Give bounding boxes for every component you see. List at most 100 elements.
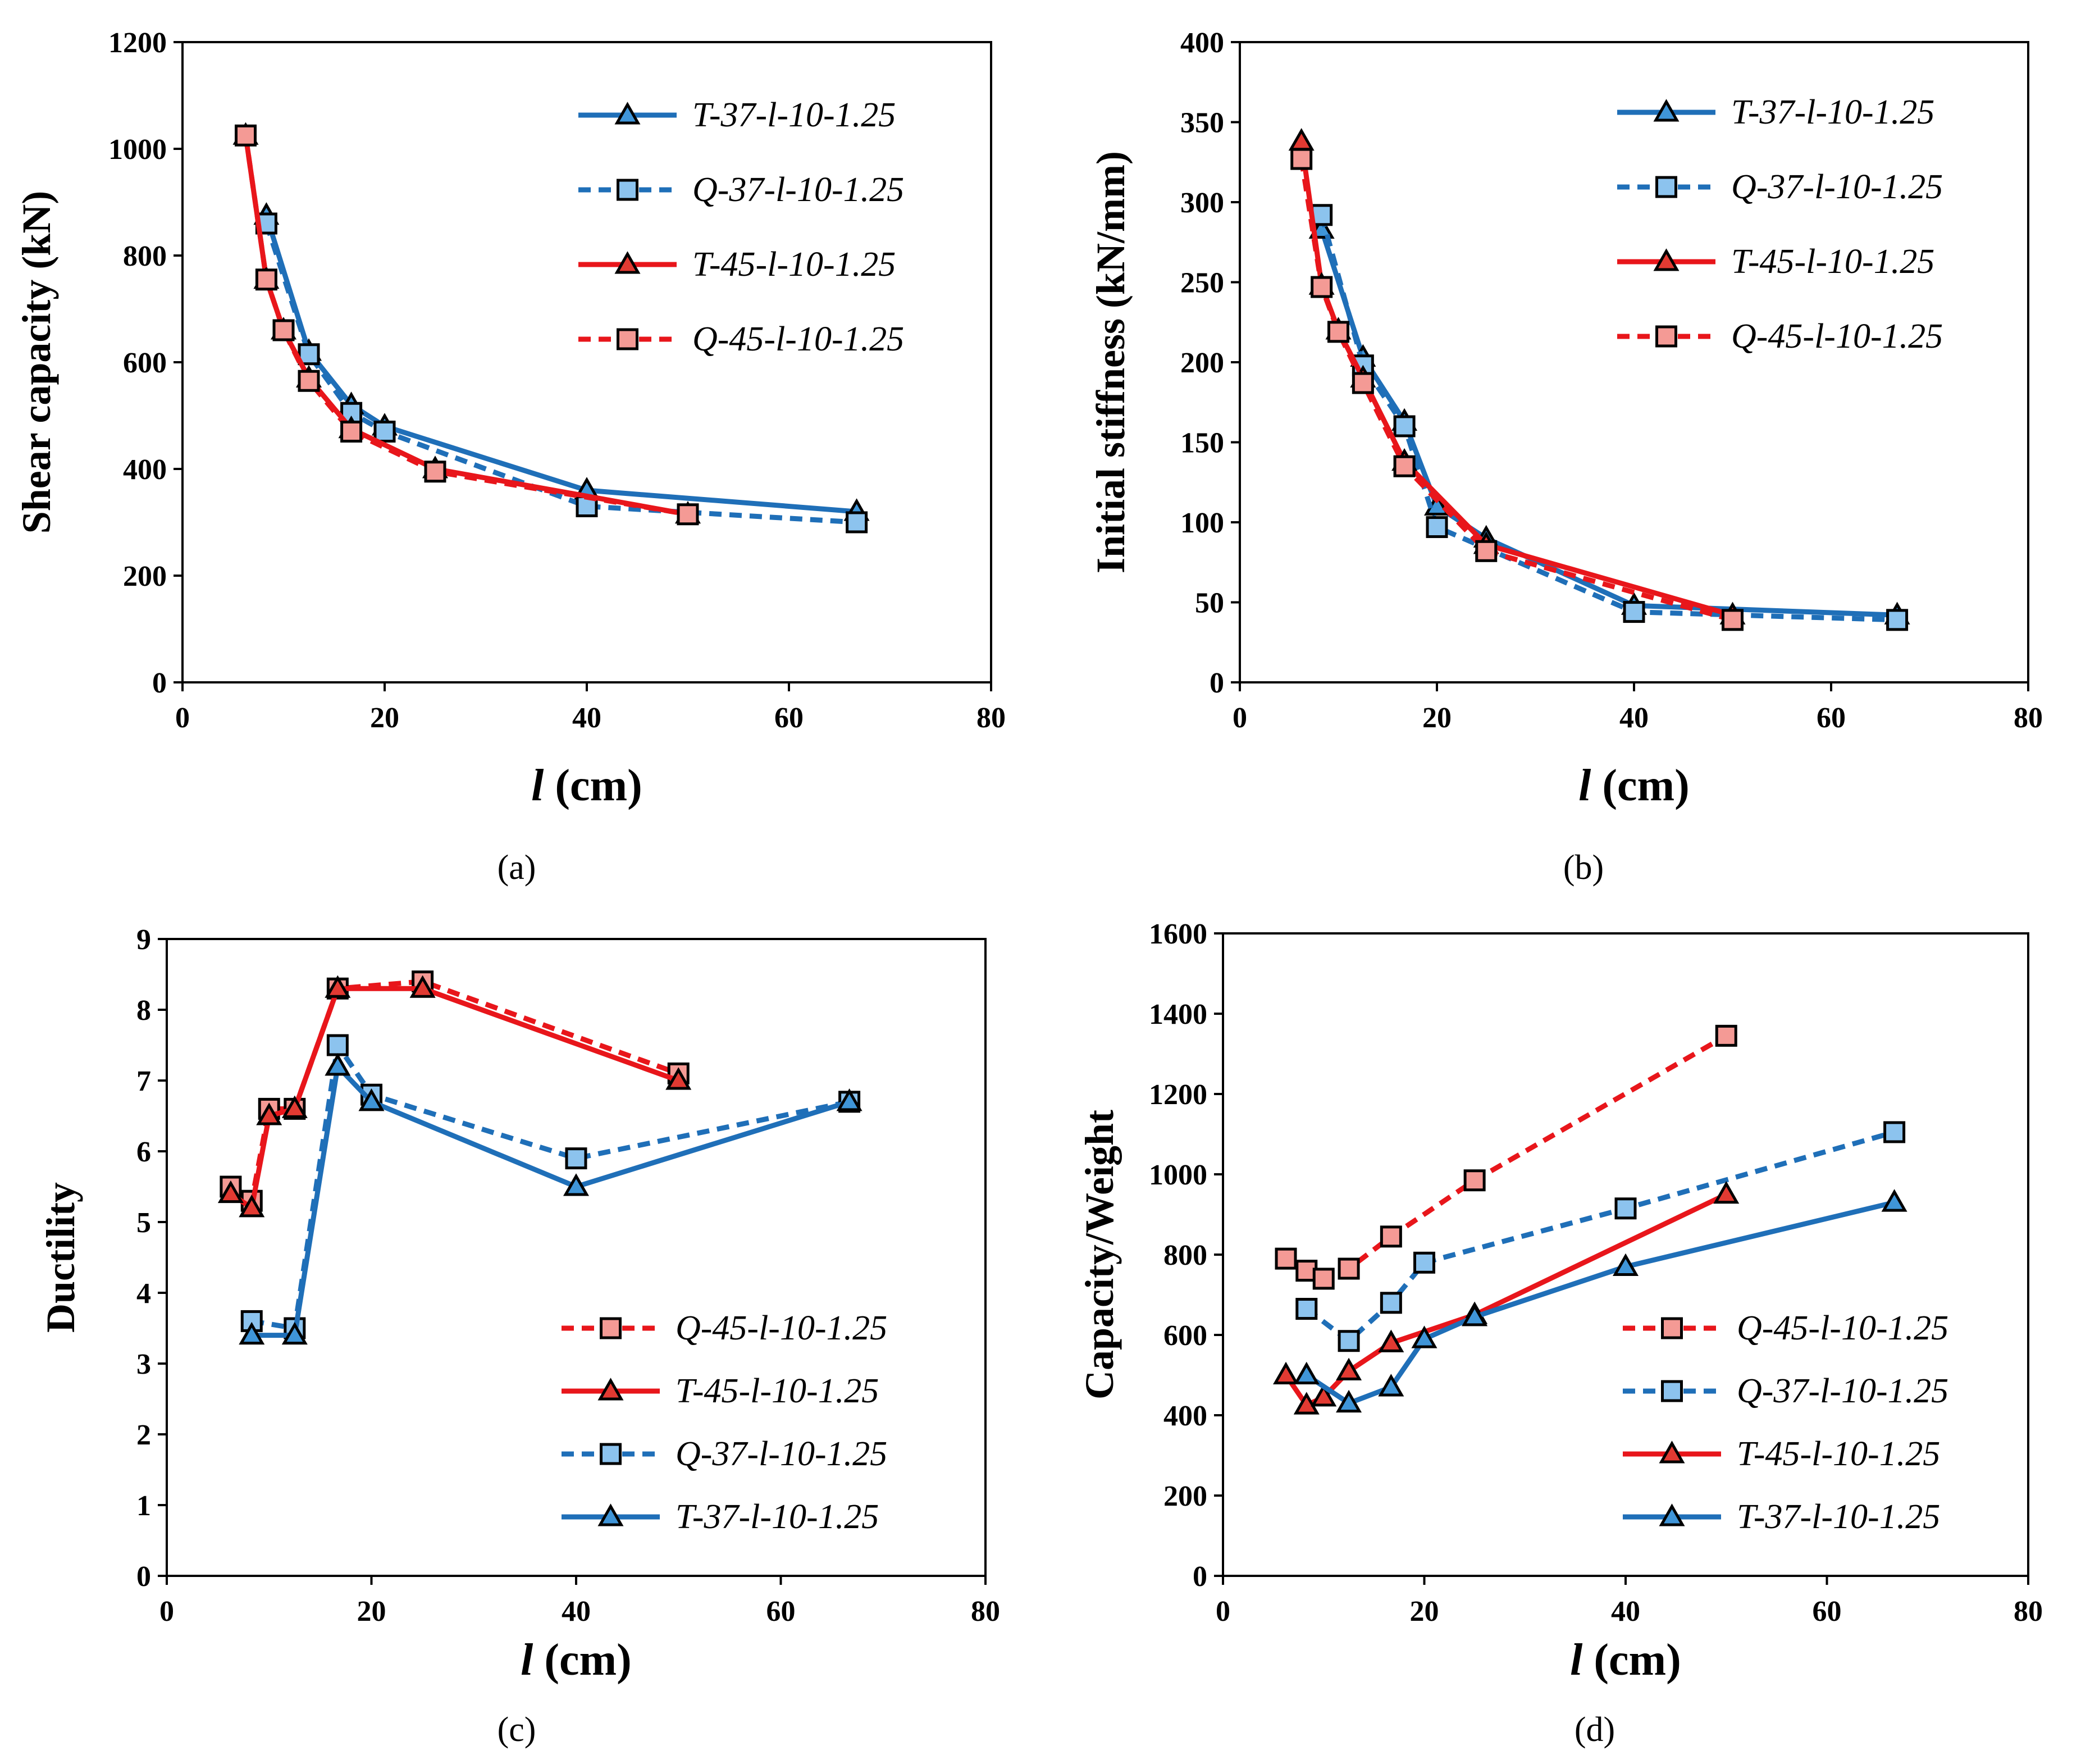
x-tick-label: 0 bbox=[175, 702, 190, 734]
x-axis-label-unit: (cm) bbox=[1582, 1635, 1681, 1685]
series-Q-37-l-10-1.25 bbox=[1295, 1121, 1906, 1352]
data-point-marker bbox=[326, 1034, 349, 1056]
legend-marker-sample bbox=[614, 251, 641, 274]
y-tick-label: 200 bbox=[1163, 1480, 1207, 1512]
data-point-marker bbox=[1352, 372, 1374, 394]
data-point-marker bbox=[1411, 1325, 1437, 1348]
data-point-marker bbox=[325, 975, 351, 998]
y-tick-label: 600 bbox=[1163, 1320, 1207, 1352]
legend-entry-label: Q-37-l-10-1.25 bbox=[692, 171, 904, 209]
y-tick-label: 1400 bbox=[1149, 999, 1207, 1031]
x-tick-label: 60 bbox=[1817, 702, 1846, 734]
data-point-marker bbox=[1295, 1298, 1318, 1320]
data-point-marker bbox=[1380, 1225, 1402, 1248]
series-Q-37-l-10-1.25 bbox=[255, 212, 868, 534]
chart-b: 0 50 100 150 200 250 300 350 400 0 20 40 60 80 Initial… bbox=[1088, 27, 2043, 887]
data-point-marker bbox=[235, 124, 257, 147]
y-tick-label: 2 bbox=[136, 1419, 151, 1451]
legend-marker-sample bbox=[600, 1317, 622, 1339]
y-tick-label: 1000 bbox=[1149, 1159, 1207, 1191]
x-tick-label: 20 bbox=[370, 702, 399, 734]
data-point-marker bbox=[358, 1088, 385, 1111]
data-point-marker bbox=[1623, 601, 1645, 623]
legend-entry-label: T-37-l-10-1.25 bbox=[692, 96, 896, 134]
y-tick-label: 300 bbox=[1180, 187, 1224, 219]
x-tick-label: 80 bbox=[971, 1596, 1000, 1628]
legend-marker-sample bbox=[617, 179, 638, 201]
legend-entry-label: Q-45-l-10-1.25 bbox=[692, 320, 904, 358]
data-point-marker bbox=[1336, 1357, 1362, 1380]
legend: Q-45-l-10-1.25 T-45-l-10-1.25 Q-37-l-10-1.… bbox=[562, 1309, 887, 1536]
y-tick-label: 400 bbox=[123, 454, 167, 486]
data-point-marker bbox=[1413, 1251, 1435, 1274]
data-point-marker bbox=[1327, 321, 1349, 343]
legend-entry-label: T-37-l-10-1.25 bbox=[676, 1498, 879, 1536]
y-tick-label: 200 bbox=[1180, 347, 1224, 379]
data-point-marker bbox=[565, 1147, 587, 1170]
y-tick-label: 800 bbox=[1163, 1239, 1207, 1271]
x-tick-label: 80 bbox=[976, 702, 1006, 734]
data-point-marker bbox=[217, 1180, 244, 1204]
x-tick-label: 0 bbox=[1233, 702, 1247, 734]
legend-entry-label: T-45-l-10-1.25 bbox=[692, 245, 896, 284]
series-Q-45-l-10-1.25 bbox=[1275, 1024, 1737, 1290]
y-tick-label: 400 bbox=[1163, 1400, 1207, 1432]
x-tick-label: 40 bbox=[572, 702, 601, 734]
y-tick-label: 4 bbox=[136, 1278, 151, 1310]
legend-marker-sample bbox=[1655, 325, 1677, 348]
data-point-marker bbox=[1393, 455, 1416, 477]
legend-marker-sample bbox=[614, 102, 641, 125]
series-line bbox=[1319, 214, 1897, 623]
legend-marker-sample bbox=[617, 328, 638, 350]
y-tick-label: 1600 bbox=[1149, 918, 1207, 950]
y-tick-label: 7 bbox=[136, 1065, 151, 1097]
data-point-marker bbox=[1275, 1247, 1297, 1270]
data-point-marker bbox=[1338, 1330, 1360, 1352]
y-tick-label: 800 bbox=[123, 240, 167, 272]
legend-entry-label: Q-37-l-10-1.25 bbox=[1737, 1372, 1948, 1410]
legend: Q-45-l-10-1.25 Q-37-l-10-1.25 T-45-l-10-1.… bbox=[1623, 1309, 1948, 1536]
y-tick-label: 6 bbox=[136, 1136, 151, 1168]
series-line bbox=[251, 1042, 850, 1331]
plot-area-frame bbox=[166, 938, 987, 1577]
legend-marker-sample bbox=[1659, 1503, 1685, 1526]
y-tick-label: 250 bbox=[1180, 267, 1224, 299]
legend-marker-sample bbox=[1655, 176, 1677, 198]
data-point-marker bbox=[1336, 1389, 1362, 1413]
y-tick-label: 150 bbox=[1180, 427, 1224, 459]
y-tick-label: 400 bbox=[1180, 27, 1224, 59]
data-point-marker bbox=[340, 421, 363, 443]
y-tick-label: 9 bbox=[136, 924, 151, 956]
data-point-marker bbox=[677, 503, 699, 526]
data-point-marker bbox=[836, 1088, 862, 1111]
chart-d: 0 200 400 600 800 1000 1200 1400 1600 0 20 40 60 80 Ca… bbox=[1077, 918, 2043, 1749]
legend-entry-label: T-37-l-10-1.25 bbox=[1731, 93, 1934, 131]
y-tick-label: 1000 bbox=[108, 134, 167, 166]
data-point-marker bbox=[563, 1173, 590, 1196]
data-point-marker bbox=[239, 1321, 265, 1345]
data-point-marker bbox=[424, 461, 446, 483]
legend-entry-label: Q-45-l-10-1.25 bbox=[1731, 317, 1943, 355]
y-tick-label: 8 bbox=[136, 995, 151, 1027]
y-tick-label: 100 bbox=[1180, 507, 1224, 539]
legend-entry-label: Q-45-l-10-1.25 bbox=[1737, 1309, 1948, 1347]
x-axis-label-variable: l bbox=[1578, 761, 1591, 810]
data-point-marker bbox=[1290, 148, 1313, 170]
x-tick-label: 60 bbox=[766, 1596, 796, 1628]
data-point-marker bbox=[281, 1321, 308, 1345]
legend-entry-label: T-37-l-10-1.25 bbox=[1737, 1498, 1940, 1536]
y-tick-label: 0 bbox=[136, 1561, 151, 1593]
x-tick-label: 40 bbox=[1619, 702, 1649, 734]
data-point-marker bbox=[1311, 276, 1333, 298]
legend-entry-label: Q-37-l-10-1.25 bbox=[676, 1435, 887, 1473]
data-point-marker bbox=[1886, 609, 1909, 631]
x-axis-label-variable: l bbox=[521, 1635, 533, 1685]
legend-marker-sample bbox=[1661, 1317, 1683, 1339]
series-T-37-l-10-1.25 bbox=[1293, 1189, 1907, 1413]
data-point-marker bbox=[272, 319, 295, 341]
legend-marker-sample bbox=[600, 1443, 622, 1465]
data-point-marker bbox=[325, 1053, 351, 1076]
x-tick-label: 20 bbox=[1422, 702, 1452, 734]
y-tick-label: 600 bbox=[123, 347, 167, 379]
y-tick-label: 1200 bbox=[108, 27, 167, 59]
